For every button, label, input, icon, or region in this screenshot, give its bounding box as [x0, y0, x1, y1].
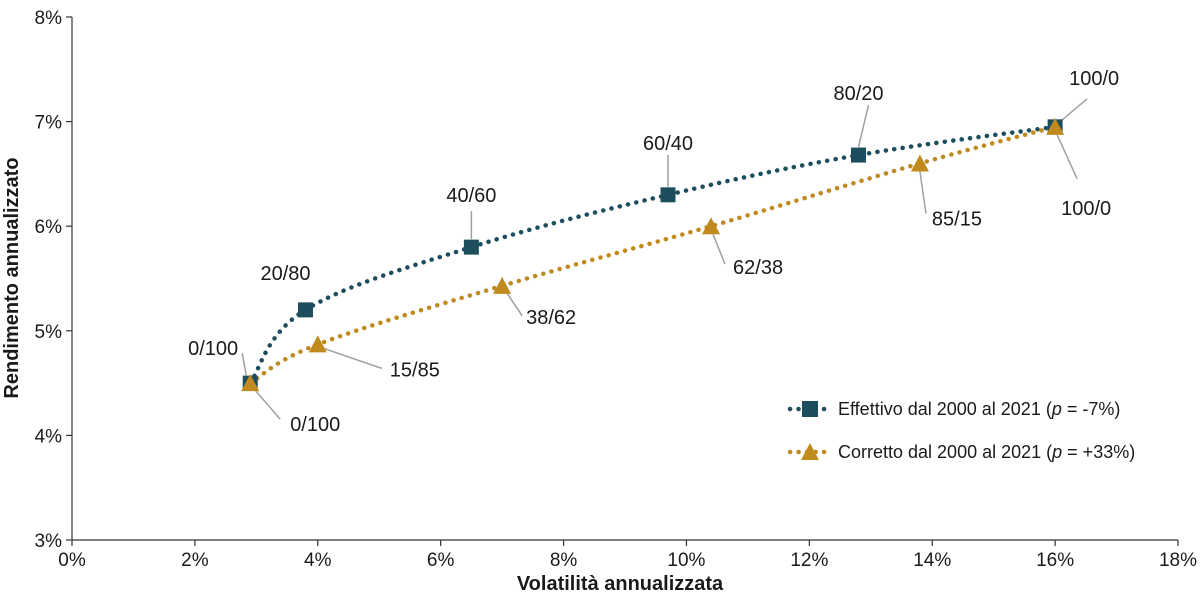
point-label: 60/40: [643, 133, 693, 155]
leader-line: [323, 347, 383, 370]
leader-line: [241, 352, 247, 376]
legend-square-marker: [802, 401, 818, 417]
y-tick-label: 3%: [35, 531, 63, 552]
x-tick-label: 8%: [550, 550, 578, 571]
leader-line: [919, 171, 927, 214]
legend-rho-effettivo: p: [1051, 399, 1062, 419]
leader-line: [1056, 134, 1078, 180]
y-tick-label: 4%: [35, 426, 63, 447]
x-axis-title: Volatilità annualizzata: [517, 573, 724, 595]
y-tick-label: 5%: [35, 322, 63, 343]
point-label: 0/100: [188, 338, 238, 360]
legend-label-corretto: Corretto dal 2000 al 2021 (p = +33%): [838, 442, 1135, 462]
point-label: 40/60: [446, 185, 496, 207]
point-label: 80/20: [833, 83, 883, 105]
x-tick-label: 16%: [1036, 550, 1074, 571]
triangle-marker: [493, 276, 512, 294]
triangle-marker: [910, 154, 929, 172]
legend-rho-value-corretto: = +33%): [1062, 442, 1135, 462]
y-tick-label: 7%: [35, 113, 63, 134]
leader-line: [712, 233, 726, 265]
leader-line: [1060, 98, 1088, 122]
series-markers: [241, 117, 1065, 392]
point-labels: 0/100 20/80 40/60 60/40 80/20 100/0 0/100 15/85…: [188, 68, 1119, 436]
point-label: 100/0: [1069, 68, 1119, 90]
x-tick-label: 10%: [667, 550, 705, 571]
point-label: 15/85: [390, 359, 440, 381]
point-label: 38/62: [526, 307, 576, 329]
x-tick-label: 12%: [790, 550, 828, 571]
point-label: 85/15: [932, 208, 982, 230]
point-label: 62/38: [733, 257, 783, 279]
leader-line: [857, 104, 870, 148]
triangle-marker: [308, 335, 327, 353]
legend-paren-corretto: (: [1041, 442, 1052, 462]
axes: 0% 2% 4% 6% 8% 10% 12% 14% 16% 18% 3% 4% 5% 6% 7% 8%: [35, 8, 1198, 571]
point-label: 0/100: [290, 414, 340, 436]
y-tick-label: 8%: [35, 8, 63, 29]
legend-name-effettivo: Effettivo dal 2000 al 2021: [838, 399, 1041, 419]
x-tick-label: 18%: [1159, 550, 1197, 571]
legend-rho-value-effettivo: = -7%): [1062, 399, 1121, 419]
legend-item-corretto: Corretto dal 2000 al 2021 (p = +33%): [787, 442, 1135, 462]
leader-line: [505, 291, 523, 317]
x-tick-label: 2%: [181, 550, 209, 571]
point-label: 20/80: [260, 263, 310, 285]
x-tick-label: 6%: [427, 550, 455, 571]
triangle-marker: [1046, 117, 1065, 135]
series-line-corretto: [247, 124, 1058, 386]
triangle-marker: [241, 374, 260, 392]
square-marker: [297, 302, 313, 318]
legend-item-effettivo: Effettivo dal 2000 al 2021 (p = -7%): [787, 399, 1120, 419]
point-label: 100/0: [1061, 198, 1111, 220]
leader-line: [253, 388, 281, 420]
y-axis-title: Rendimento annualizzato: [1, 157, 23, 398]
legend-paren-effettivo: (: [1041, 399, 1052, 419]
series-line-effettivo: [247, 124, 1058, 386]
square-marker: [660, 187, 676, 203]
square-marker: [463, 239, 479, 255]
y-tick-label: 6%: [35, 217, 63, 238]
x-tick-label: 14%: [913, 550, 951, 571]
legend-rho-corretto: p: [1051, 442, 1062, 462]
legend: Effettivo dal 2000 al 2021 (p = -7%) Cor…: [787, 399, 1135, 462]
triangle-marker: [702, 217, 721, 235]
legend-triangle-marker: [801, 443, 819, 460]
square-marker: [850, 147, 866, 163]
x-tick-label: 4%: [304, 550, 332, 571]
label-leaders: [241, 98, 1088, 420]
x-tick-label: 0%: [58, 550, 86, 571]
legend-label-effettivo: Effettivo dal 2000 al 2021 (p = -7%): [838, 399, 1120, 419]
series-lines: [247, 124, 1058, 386]
legend-name-corretto: Corretto dal 2000 al 2021: [838, 442, 1041, 462]
